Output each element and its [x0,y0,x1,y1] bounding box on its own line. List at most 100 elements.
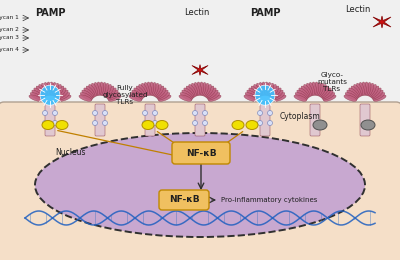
Circle shape [142,110,148,115]
Ellipse shape [244,95,257,101]
Circle shape [102,120,108,126]
Ellipse shape [96,82,101,95]
Text: NF-κB: NF-κB [169,196,199,205]
Ellipse shape [207,90,218,99]
Ellipse shape [306,83,313,96]
Ellipse shape [101,82,106,96]
FancyBboxPatch shape [145,104,155,136]
Circle shape [192,110,198,115]
FancyBboxPatch shape [195,104,205,136]
Ellipse shape [151,82,156,96]
Ellipse shape [246,120,258,129]
Ellipse shape [42,120,54,129]
Circle shape [192,120,198,126]
Ellipse shape [132,90,143,99]
Ellipse shape [142,120,154,129]
Ellipse shape [299,88,309,98]
Ellipse shape [345,92,357,100]
Ellipse shape [194,82,199,96]
Ellipse shape [108,95,121,101]
Ellipse shape [34,88,44,98]
Ellipse shape [136,86,145,97]
Circle shape [268,110,272,115]
Ellipse shape [208,95,221,101]
Ellipse shape [273,92,285,100]
Ellipse shape [179,95,192,101]
Ellipse shape [58,95,71,101]
FancyBboxPatch shape [310,104,320,136]
Circle shape [102,110,108,115]
Ellipse shape [57,90,68,99]
Text: PAMP: PAMP [35,8,65,18]
Ellipse shape [105,86,114,97]
Ellipse shape [102,83,109,96]
Circle shape [52,110,58,115]
Ellipse shape [79,95,92,101]
Ellipse shape [323,92,335,100]
FancyBboxPatch shape [95,104,105,136]
Ellipse shape [319,84,326,96]
Ellipse shape [208,92,220,100]
Ellipse shape [249,88,259,98]
Circle shape [268,120,272,126]
Ellipse shape [272,90,283,99]
Ellipse shape [320,86,329,97]
Ellipse shape [51,82,56,96]
Ellipse shape [80,92,92,100]
Ellipse shape [364,82,368,95]
Circle shape [202,120,208,126]
Text: Glycan 2: Glycan 2 [0,28,19,32]
Ellipse shape [106,88,116,98]
Ellipse shape [367,83,374,96]
Ellipse shape [39,84,46,96]
Text: PAMP: PAMP [250,8,280,18]
Circle shape [152,110,158,115]
Ellipse shape [158,95,171,101]
Ellipse shape [58,92,70,100]
Ellipse shape [206,88,216,98]
Ellipse shape [314,82,318,95]
Ellipse shape [99,82,104,95]
Ellipse shape [266,82,271,96]
FancyBboxPatch shape [0,102,400,260]
Circle shape [42,110,48,115]
Ellipse shape [158,92,170,100]
Polygon shape [192,64,208,75]
Ellipse shape [232,120,244,129]
Ellipse shape [156,88,166,98]
Ellipse shape [361,120,375,130]
Ellipse shape [370,86,379,97]
Ellipse shape [184,88,194,98]
Text: Lectin: Lectin [345,5,371,14]
Ellipse shape [262,82,266,95]
Circle shape [202,110,208,115]
Ellipse shape [316,82,321,96]
Ellipse shape [196,82,201,95]
Ellipse shape [347,90,358,99]
Ellipse shape [372,90,383,99]
Ellipse shape [366,82,371,96]
Ellipse shape [309,82,314,96]
Circle shape [92,110,98,115]
Ellipse shape [356,83,363,96]
Ellipse shape [354,84,361,96]
Ellipse shape [55,86,64,97]
Ellipse shape [91,83,98,96]
Ellipse shape [204,84,211,96]
Ellipse shape [247,90,258,99]
Ellipse shape [35,133,365,237]
Ellipse shape [182,90,193,99]
Ellipse shape [157,90,168,99]
Ellipse shape [149,82,154,95]
Text: Fully
glycosylated
TLRs: Fully glycosylated TLRs [102,85,148,105]
Ellipse shape [32,90,43,99]
Ellipse shape [146,82,151,95]
Ellipse shape [152,83,159,96]
Ellipse shape [94,82,99,96]
Ellipse shape [54,84,61,96]
Ellipse shape [30,92,42,100]
Circle shape [258,120,262,126]
Ellipse shape [141,83,148,96]
Ellipse shape [89,84,96,96]
Ellipse shape [104,84,111,96]
